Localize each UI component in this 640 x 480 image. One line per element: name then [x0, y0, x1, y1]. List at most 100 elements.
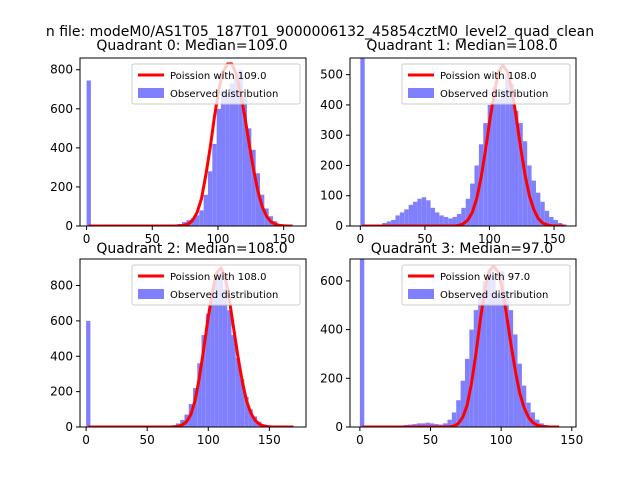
- quadrant-1-histogram-bar: [456, 213, 462, 226]
- quadrant-0-histogram-bar: [220, 91, 226, 226]
- quadrant-1-histogram-bar: [531, 180, 536, 226]
- quadrant-1-histogram-bar: [549, 216, 554, 226]
- quadrant-3-x-tick-label: 100: [490, 433, 513, 447]
- quadrant-1-legend-bar-swatch: [408, 88, 434, 98]
- quadrant-2-legend: Poission with 108.0 Observed distribution: [131, 264, 301, 306]
- quadrant-3-histogram-bar: [486, 271, 492, 427]
- quadrant-1-histogram-bar: [426, 200, 431, 226]
- quadrant-0-x-tick-label: 0: [83, 232, 91, 246]
- quadrant-1-title: Quadrant 1: Median=108.0: [366, 38, 557, 54]
- quadrant-3-histogram-bar: [451, 412, 457, 427]
- quadrant-2-histogram-bar: [235, 358, 241, 427]
- quadrant-1-histogram-bar: [395, 215, 400, 226]
- quadrant-1-histogram-bar: [505, 74, 510, 226]
- quadrant-1-histogram-bar: [430, 207, 435, 226]
- quadrant-2-y-tick-label: 0: [65, 420, 73, 434]
- quadrant-2-histogram-bar: [222, 289, 228, 427]
- quadrant-1-histogram-bar: [360, 58, 365, 226]
- quadrant-3-histogram-bar: [495, 293, 501, 427]
- quadrant-1-histogram-bar: [452, 216, 457, 226]
- quadrant-3-plot-area: [359, 259, 562, 427]
- quadrant-0-y-tick-label: 400: [50, 141, 73, 155]
- quadrant-0-histogram-bar: [229, 83, 234, 226]
- quadrant-0-y-tick-label: 0: [65, 219, 73, 233]
- quadrant-0-panel: 0 50 100 150 0 200 400 600 800 Poission with 109.…: [50, 38, 307, 246]
- quadrant-3-histogram-bar: [464, 358, 470, 427]
- quadrant-0-x-tick-label: 50: [145, 232, 160, 246]
- quadrant-2-x-tick-label: 0: [82, 433, 90, 447]
- quadrant-0-histogram-bar: [260, 194, 265, 226]
- quadrant-3-legend: Poission with 97.0 Observed distribution: [401, 264, 571, 306]
- quadrant-1-histogram-bar: [487, 104, 493, 226]
- quadrant-1-y-tick-label: 100: [320, 189, 343, 203]
- quadrant-0-plot-area: [86, 62, 293, 226]
- quadrant-1-histogram-bar: [448, 218, 453, 226]
- quadrant-1-histogram-bar: [434, 212, 440, 226]
- quadrant-0-histogram-bar: [225, 93, 230, 226]
- quadrant-1-plot-area: [360, 58, 567, 226]
- quadrant-1-poisson-line: [362, 64, 565, 226]
- quadrant-1-histogram-bar: [417, 198, 422, 226]
- quadrant-3-histogram-bar: [421, 423, 426, 427]
- quadrant-3-histogram-bar: [491, 276, 496, 427]
- quadrant-2-legend-bar-swatch: [138, 289, 164, 299]
- quadrant-2-title: Quadrant 2: Median=108.0: [96, 241, 287, 257]
- quadrant-0-legend-poisson-label: Poission with 109.0: [170, 71, 266, 82]
- quadrant-1-histogram-bar: [386, 221, 392, 226]
- quadrant-2-y-tick-label: 200: [50, 385, 73, 399]
- quadrant-1-histogram-bar: [540, 201, 545, 226]
- quadrant-2-histogram-bar: [197, 363, 202, 427]
- quadrant-3-histogram-bar: [456, 400, 461, 427]
- quadrant-0-histogram-bar: [199, 210, 204, 226]
- quadrant-3-legend-box: [401, 264, 571, 306]
- quadrant-1-histogram-bar: [522, 141, 528, 226]
- quadrant-3-histogram-bar: [460, 380, 465, 427]
- quadrant-3-legend-bar-swatch: [408, 289, 434, 299]
- quadrant-3-axes-frame: [349, 258, 577, 428]
- quadrant-2-histogram-bar: [240, 379, 245, 427]
- quadrant-2-y-tick-label: 600: [50, 314, 73, 328]
- quadrant-0-histogram-bar: [86, 80, 91, 226]
- quadrant-2-histogram-bar: [205, 313, 211, 427]
- quadrant-2-y-tick-label: 800: [50, 279, 73, 293]
- quadrant-0-histogram-bar: [255, 173, 261, 226]
- quadrant-3-x-tick-label: 0: [356, 433, 364, 447]
- quadrant-1-histogram-bar: [413, 201, 418, 226]
- quadrant-2-histogram-bar: [193, 388, 198, 427]
- quadrant-0-x-tick-label: 150: [272, 232, 295, 246]
- quadrant-1-histogram-bar: [544, 210, 550, 226]
- quadrant-0-histogram-bar: [194, 215, 200, 226]
- quadrant-3-poisson-line: [362, 264, 560, 427]
- quadrant-1-histogram-bar: [518, 123, 523, 226]
- quadrant-1-histogram-bar: [404, 209, 409, 226]
- quadrant-3-histogram-bar: [359, 259, 365, 427]
- quadrant-3-legend-poisson-label: Poission with 97.0: [440, 272, 530, 283]
- quadrant-0-poisson-line: [88, 62, 293, 226]
- quadrant-1-legend-box: [401, 63, 571, 105]
- quadrant-1-panel: 0 50 100 150 0 100 200 300 400 500 Poission with 1…: [320, 38, 577, 246]
- quadrant-2-axes-frame: [79, 258, 307, 428]
- quadrant-3-y-tick-label: 600: [320, 274, 343, 288]
- quadrant-1-histogram-bar: [535, 192, 541, 226]
- quadrant-1-y-tick-label: 0: [335, 219, 343, 233]
- quadrant-2-histogram-bar: [227, 310, 232, 427]
- quadrant-1-legend-observed-label: Observed distribution: [440, 89, 548, 100]
- quadrant-0-histogram-bar: [242, 97, 248, 226]
- quadrant-2-y-tick-label: 400: [50, 349, 73, 363]
- quadrant-1-y-tick-label: 300: [320, 128, 343, 142]
- quadrant-1-histogram-bar: [461, 207, 466, 226]
- quadrant-3-x-tick-label: 50: [423, 433, 438, 447]
- quadrant-0-x-tick-label: 100: [207, 232, 230, 246]
- quadrant-3-histogram-bar: [416, 423, 422, 427]
- quadrant-2-legend-box: [131, 264, 301, 306]
- quadrant-1-x-tick-label: 100: [478, 232, 501, 246]
- quadrant-1-histogram-bar: [483, 123, 488, 226]
- quadrant-0-histogram-bar: [216, 108, 221, 226]
- quadrant-0-axes-frame: [79, 57, 307, 227]
- quadrant-3-y-tick-label: 200: [320, 371, 343, 385]
- quadrant-3-y-tick-label: 400: [320, 323, 343, 337]
- quadrant-1-histogram-bar: [557, 222, 563, 226]
- quadrant-1-histogram-bar: [470, 183, 475, 226]
- quadrant-0-y-tick-label: 200: [50, 180, 73, 194]
